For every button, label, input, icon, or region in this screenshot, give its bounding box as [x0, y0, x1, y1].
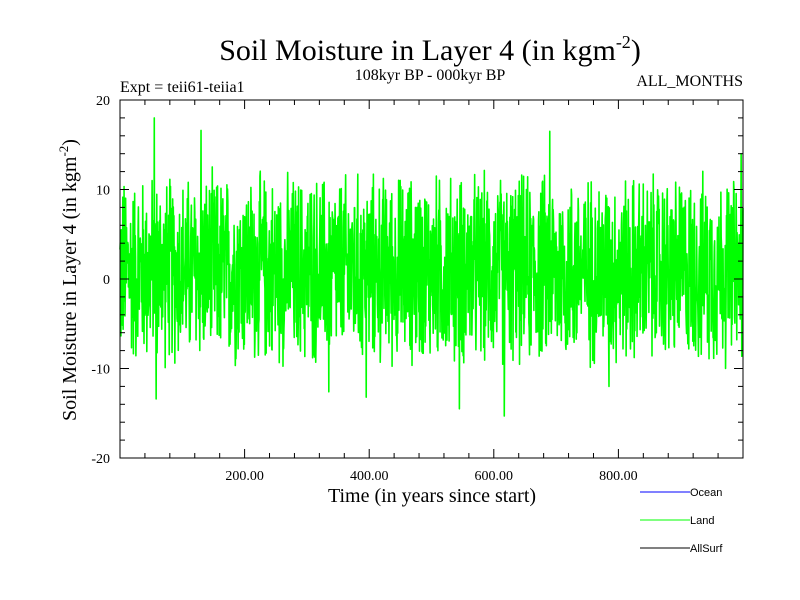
y-tick-label: 20 [96, 94, 110, 109]
x-tick-label: 400.00 [350, 469, 389, 484]
series-line-land [119, 117, 744, 417]
axes-layer: 20 10 0 -10 -20 200.00 400.00 600.00 800.00 [91, 94, 744, 484]
y-axis-label-close: ) [59, 139, 81, 146]
subtitle-right: ALL_MONTHS [636, 73, 743, 90]
x-tick-label: 800.00 [599, 469, 638, 484]
legend-label-land: Land [690, 515, 714, 527]
x-tick-label: 200.00 [225, 469, 264, 484]
y-axis-label-main: Soil Moisture in Layer 4 (in kgm [59, 156, 81, 421]
legend: Ocean Land AllSurf [640, 487, 723, 555]
y-axis-label-sup: -2 [56, 146, 71, 157]
y-tick-label: -10 [91, 363, 110, 378]
y-tick-label: 0 [103, 273, 110, 288]
series-layer [119, 117, 744, 417]
y-tick-label: -20 [91, 452, 110, 467]
legend-label-ocean: Ocean [690, 487, 722, 499]
x-axis-label: Time (in years since start) [328, 485, 536, 507]
y-axis-label: Soil Moisture in Layer 4 (in kgm-2) [56, 139, 81, 421]
legend-label-allsurf: AllSurf [690, 543, 723, 555]
y-tick-label: 10 [96, 184, 110, 199]
chart-title-main: Soil Moisture in Layer 4 (in kgm [219, 34, 616, 67]
x-tick-label: 600.00 [475, 469, 514, 484]
chart-title-sup: -2 [616, 32, 631, 52]
subtitle-center: 108kyr BP - 000kyr BP [355, 67, 506, 84]
subtitle-left: Expt = teii61-teiia1 [120, 79, 245, 96]
chart-title-close: ) [631, 34, 641, 67]
chart-title: Soil Moisture in Layer 4 (in kgm-2) [219, 32, 641, 67]
